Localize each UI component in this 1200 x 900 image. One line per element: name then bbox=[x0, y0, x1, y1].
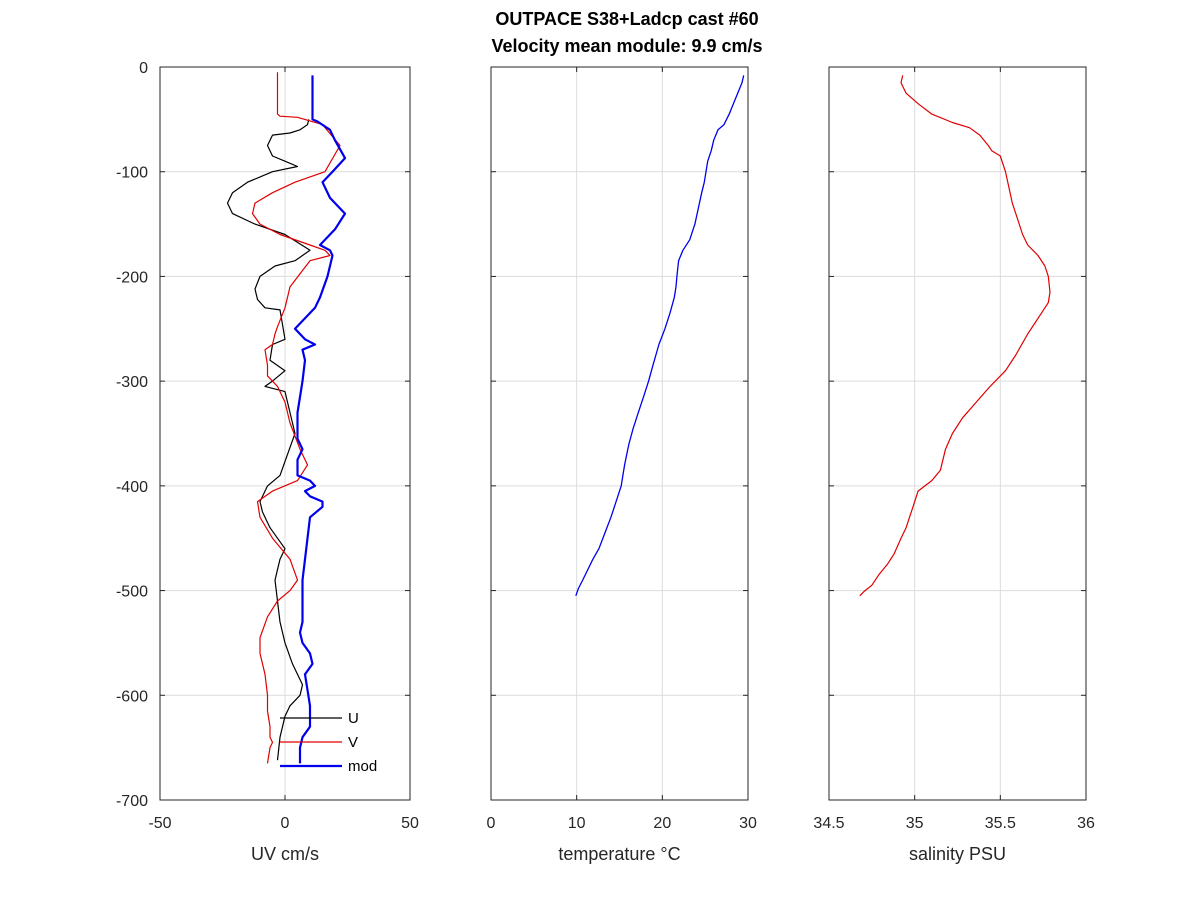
y-tick-label: -600 bbox=[116, 688, 148, 705]
x-axis-label: temperature °C bbox=[558, 844, 680, 864]
x-tick-label: 35.5 bbox=[985, 815, 1016, 832]
series-line-mod bbox=[293, 75, 347, 764]
x-tick-label: 0 bbox=[487, 815, 496, 832]
series-line-u bbox=[226, 119, 311, 761]
series-line-3-1 bbox=[859, 75, 1051, 597]
x-tick-label: 50 bbox=[401, 815, 419, 832]
series-line-2-1 bbox=[575, 75, 745, 597]
chart-title-line-1: OUTPACE S38+Ladcp cast #60 bbox=[495, 9, 758, 29]
x-axis-label: UV cm/s bbox=[251, 844, 319, 864]
legend-label-u: U bbox=[348, 710, 359, 727]
x-tick-label: 0 bbox=[281, 815, 290, 832]
x-tick-label: -50 bbox=[148, 815, 171, 832]
x-axis-label: salinity PSU bbox=[909, 844, 1006, 864]
axes-frame bbox=[828, 66, 1087, 801]
x-tick-label: 10 bbox=[568, 815, 586, 832]
y-tick-label: 0 bbox=[139, 60, 148, 77]
panel-2: 0 10 20 30 temperature °C bbox=[487, 66, 757, 864]
y-tick-label: -700 bbox=[116, 793, 148, 810]
x-tick-label: 34.5 bbox=[813, 815, 844, 832]
series-line-v bbox=[251, 72, 341, 764]
y-tick-label: -500 bbox=[116, 584, 148, 601]
legend-label-mod: mod bbox=[348, 758, 377, 775]
y-tick-label: -200 bbox=[116, 269, 148, 286]
x-tick-label: 35 bbox=[906, 815, 924, 832]
y-tick-label: -300 bbox=[116, 374, 148, 391]
x-tick-label: 30 bbox=[739, 815, 757, 832]
y-tick-label: -400 bbox=[116, 479, 148, 496]
axes-frame bbox=[490, 66, 749, 801]
legend-label-v: V bbox=[348, 734, 358, 751]
x-tick-label: 20 bbox=[653, 815, 671, 832]
panel-3: 34.5 35 35.5 36 salinity PSU bbox=[813, 66, 1095, 864]
chart-title-line-2: Velocity mean module: 9.9 cm/s bbox=[491, 36, 762, 56]
y-tick-label: -100 bbox=[116, 165, 148, 182]
x-tick-label: 36 bbox=[1077, 815, 1095, 832]
